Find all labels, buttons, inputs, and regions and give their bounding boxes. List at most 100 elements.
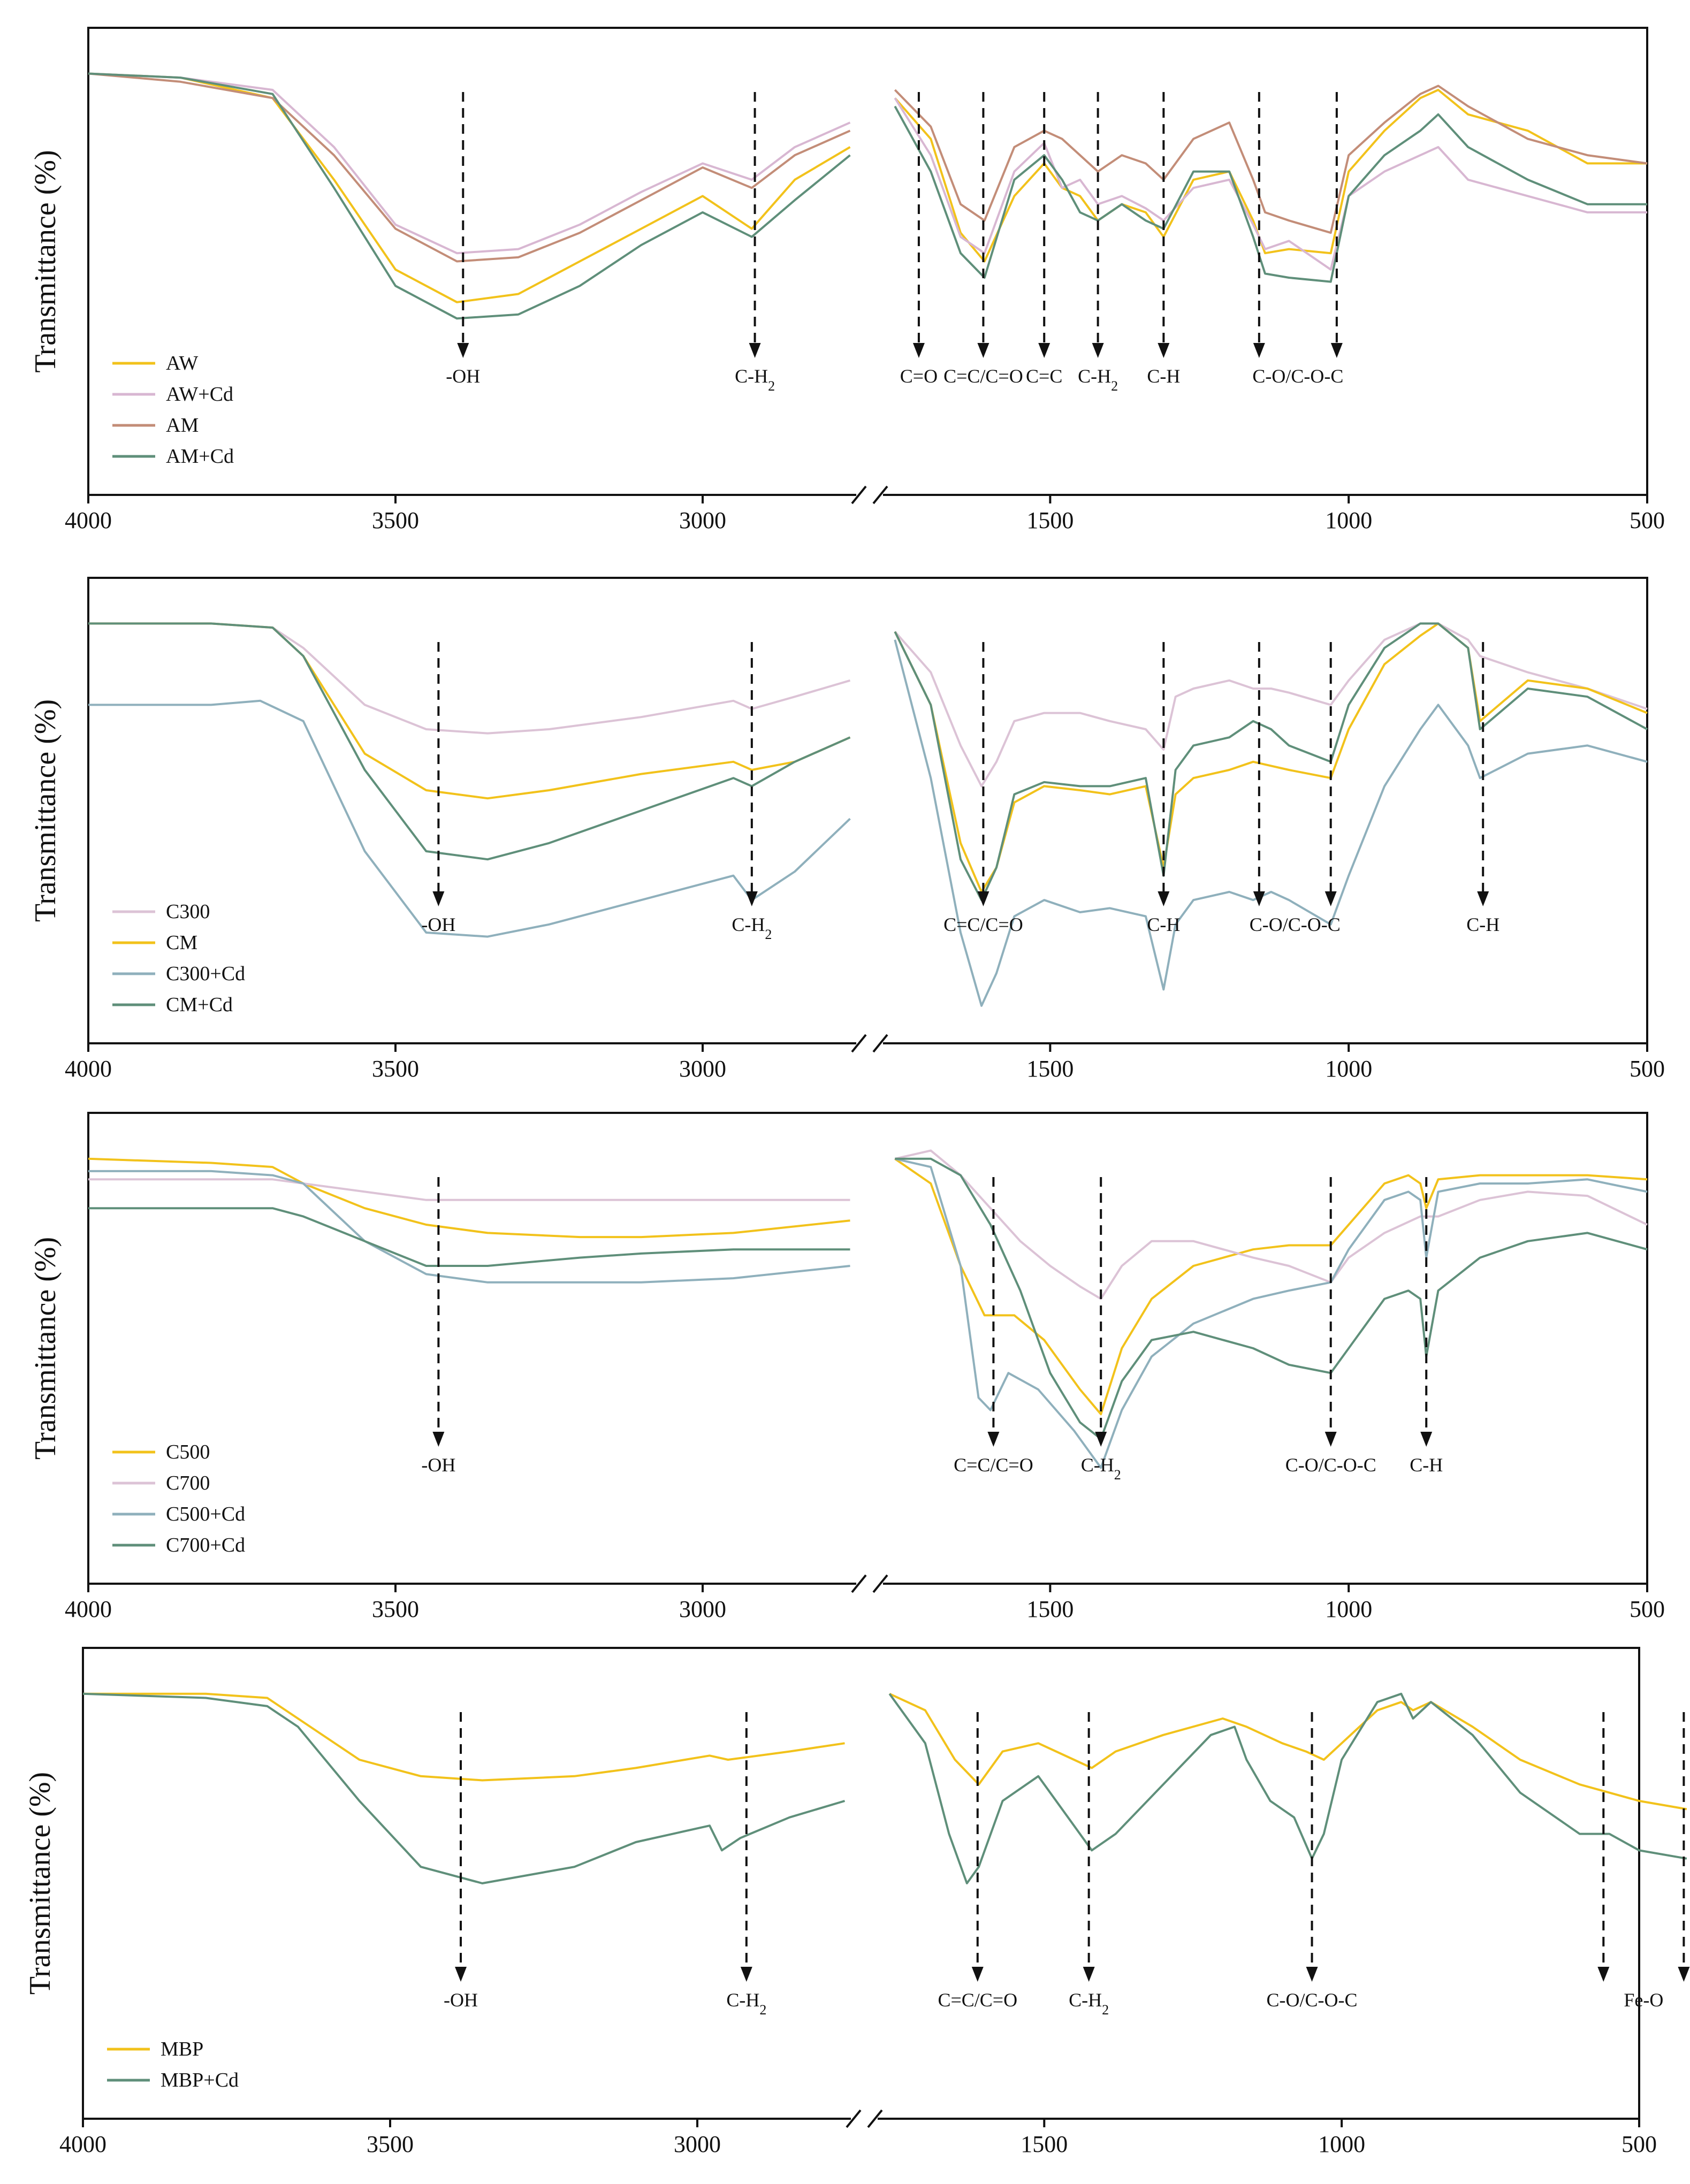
annotation-label: C-H bbox=[1147, 914, 1180, 935]
x-tick-label: 3000 bbox=[679, 507, 726, 533]
series-line-cm-cd-cd-right bbox=[894, 622, 1648, 902]
x-tick-label: 1500 bbox=[1026, 1056, 1074, 1082]
axis-break-mark bbox=[867, 2109, 883, 2128]
annotation-arrow-head bbox=[432, 891, 445, 906]
series-line-cm-cd-cd-left bbox=[88, 622, 851, 861]
series-line-c500-cd-cd-left bbox=[88, 1170, 850, 1284]
series-line-am-left bbox=[88, 72, 851, 263]
annotation-arrow-head bbox=[1678, 1967, 1690, 1982]
annotation-label: C-H bbox=[1147, 365, 1180, 387]
legend-label: C500+Cd bbox=[166, 1503, 245, 1525]
annotation-arrow-head bbox=[432, 1432, 445, 1447]
x-tick-label: 1000 bbox=[1325, 507, 1372, 533]
axis-break-mark bbox=[872, 1574, 888, 1593]
annotation-label: C-O/C-O-C bbox=[1252, 365, 1343, 387]
axis-break-mark bbox=[846, 2109, 862, 2128]
legend-label: MBP bbox=[161, 2038, 203, 2060]
annotation-arrow-head bbox=[1420, 1432, 1433, 1447]
series-line-mbp-cd-cd-left bbox=[82, 1692, 846, 1884]
legend-label: AM bbox=[166, 414, 199, 437]
y-axis-label: Transmittance (%) bbox=[29, 699, 62, 922]
annotation-arrow-head bbox=[1330, 343, 1343, 358]
legend-label: C300 bbox=[166, 900, 210, 923]
axis-break-gap bbox=[856, 1037, 883, 1050]
annotation-label: C=O bbox=[900, 365, 938, 387]
axis-break-mark bbox=[872, 485, 888, 505]
annotation-arrow-head bbox=[971, 1967, 984, 1982]
annotation-label: C=C/C=O bbox=[938, 1989, 1017, 2011]
annotation-arrow-head bbox=[1038, 343, 1050, 358]
annotation-label: -OH bbox=[446, 365, 480, 387]
series-line-aw-cd-cd-left bbox=[88, 72, 851, 255]
series-line-am-cd-cd-right bbox=[894, 105, 1647, 283]
annotation-label: -OH bbox=[444, 1989, 478, 2011]
panel-c: Transmittance (%) 4000 3500 3000 1500 1000 500… bbox=[29, 1112, 1665, 1622]
annotation-arrow-head bbox=[455, 1967, 467, 1982]
annotation-arrow-head bbox=[1253, 343, 1265, 358]
axis-break-gap bbox=[851, 2112, 878, 2125]
series-line-aw-left bbox=[88, 72, 851, 303]
annotation-label: C=C/C=O bbox=[943, 914, 1023, 935]
plot-frame bbox=[87, 577, 1648, 1044]
x-tick-label: 500 bbox=[1630, 507, 1665, 533]
plot-frame bbox=[82, 1647, 1640, 2120]
series-line-c300-left bbox=[88, 622, 851, 735]
annotation-arrow-head bbox=[749, 343, 761, 358]
annotation-arrow-head bbox=[1597, 1967, 1610, 1982]
plot-frame bbox=[87, 1112, 1648, 1585]
annotation-arrow-head bbox=[1324, 1432, 1337, 1447]
annotation-label: C-H2 bbox=[735, 365, 775, 394]
x-tick-label: 3500 bbox=[372, 507, 419, 533]
x-tick-label: 3000 bbox=[679, 1596, 726, 1622]
series-line-aw-cd-cd-right bbox=[894, 97, 1647, 271]
annotation-label: C=C/C=O bbox=[954, 1454, 1033, 1476]
axis-break-mark bbox=[851, 485, 867, 505]
annotation-arrow-head bbox=[1158, 891, 1170, 906]
y-axis-label: Transmittance (%) bbox=[29, 150, 62, 372]
series-line-c700-cd-cd-left bbox=[88, 1207, 850, 1267]
annotation-label: C-O/C-O-C bbox=[1267, 1989, 1358, 2011]
x-tick-label: 3500 bbox=[367, 2131, 414, 2157]
y-axis-label: Transmittance (%) bbox=[29, 1237, 62, 1460]
series-line-mbp-left bbox=[83, 1692, 845, 1782]
legend-label: CM bbox=[166, 931, 197, 954]
x-tick-label: 4000 bbox=[65, 1596, 112, 1622]
annotation-arrow-head bbox=[457, 343, 469, 358]
panel-d: Transmittance (%) 4000 3500 3000 1500 1000 500… bbox=[24, 1647, 1690, 2157]
x-tick-label: 4000 bbox=[65, 1056, 112, 1082]
annotation-label: C-H2 bbox=[732, 914, 772, 942]
x-tick-label: 3000 bbox=[674, 2131, 721, 2157]
x-tick-label: 3500 bbox=[372, 1596, 419, 1622]
series-line-cm-left bbox=[88, 622, 851, 800]
annotation-arrow-head bbox=[912, 343, 925, 358]
legend-label: C300+Cd bbox=[166, 963, 245, 985]
panel-a: Transmittance (%) 4000 3500 3000 1500 1000 500… bbox=[29, 27, 1665, 533]
axis-break-gap bbox=[856, 1577, 883, 1590]
annotation-arrow-head bbox=[977, 891, 989, 906]
annotation-arrow-head bbox=[1158, 343, 1170, 358]
x-tick-label: 3500 bbox=[372, 1056, 419, 1082]
series-line-c500-left bbox=[88, 1157, 850, 1239]
annotation-label: C-O/C-O-C bbox=[1250, 914, 1341, 935]
annotation-arrow-head bbox=[1092, 343, 1104, 358]
annotation-label: C-H bbox=[1466, 914, 1499, 935]
legend-label: AW+Cd bbox=[166, 383, 233, 406]
annotation-arrow-head bbox=[740, 1967, 752, 1982]
annotation-arrow-head bbox=[1253, 891, 1265, 906]
annotation-arrow-head bbox=[1324, 891, 1337, 906]
series-line-am-right bbox=[894, 85, 1648, 234]
series-line-aw-right bbox=[894, 89, 1647, 263]
series-line-c700-cd-cd-right bbox=[895, 1157, 1648, 1440]
series-line-c700-left bbox=[88, 1178, 850, 1201]
axis-break-mark bbox=[872, 1034, 888, 1053]
y-axis-label: Transmittance (%) bbox=[24, 1772, 57, 1995]
series-line-c300-right bbox=[894, 622, 1648, 788]
legend-label: C700 bbox=[166, 1472, 210, 1494]
series-line-c500-cd-cd-right bbox=[894, 1157, 1648, 1469]
x-tick-label: 500 bbox=[1630, 1596, 1665, 1622]
legend-label: CM+Cd bbox=[166, 994, 233, 1016]
annotation-arrow-head bbox=[987, 1432, 1000, 1447]
x-tick-label: 3000 bbox=[679, 1056, 726, 1082]
x-tick-label: 1500 bbox=[1026, 507, 1074, 533]
annotation-label: -OH bbox=[421, 1454, 455, 1476]
